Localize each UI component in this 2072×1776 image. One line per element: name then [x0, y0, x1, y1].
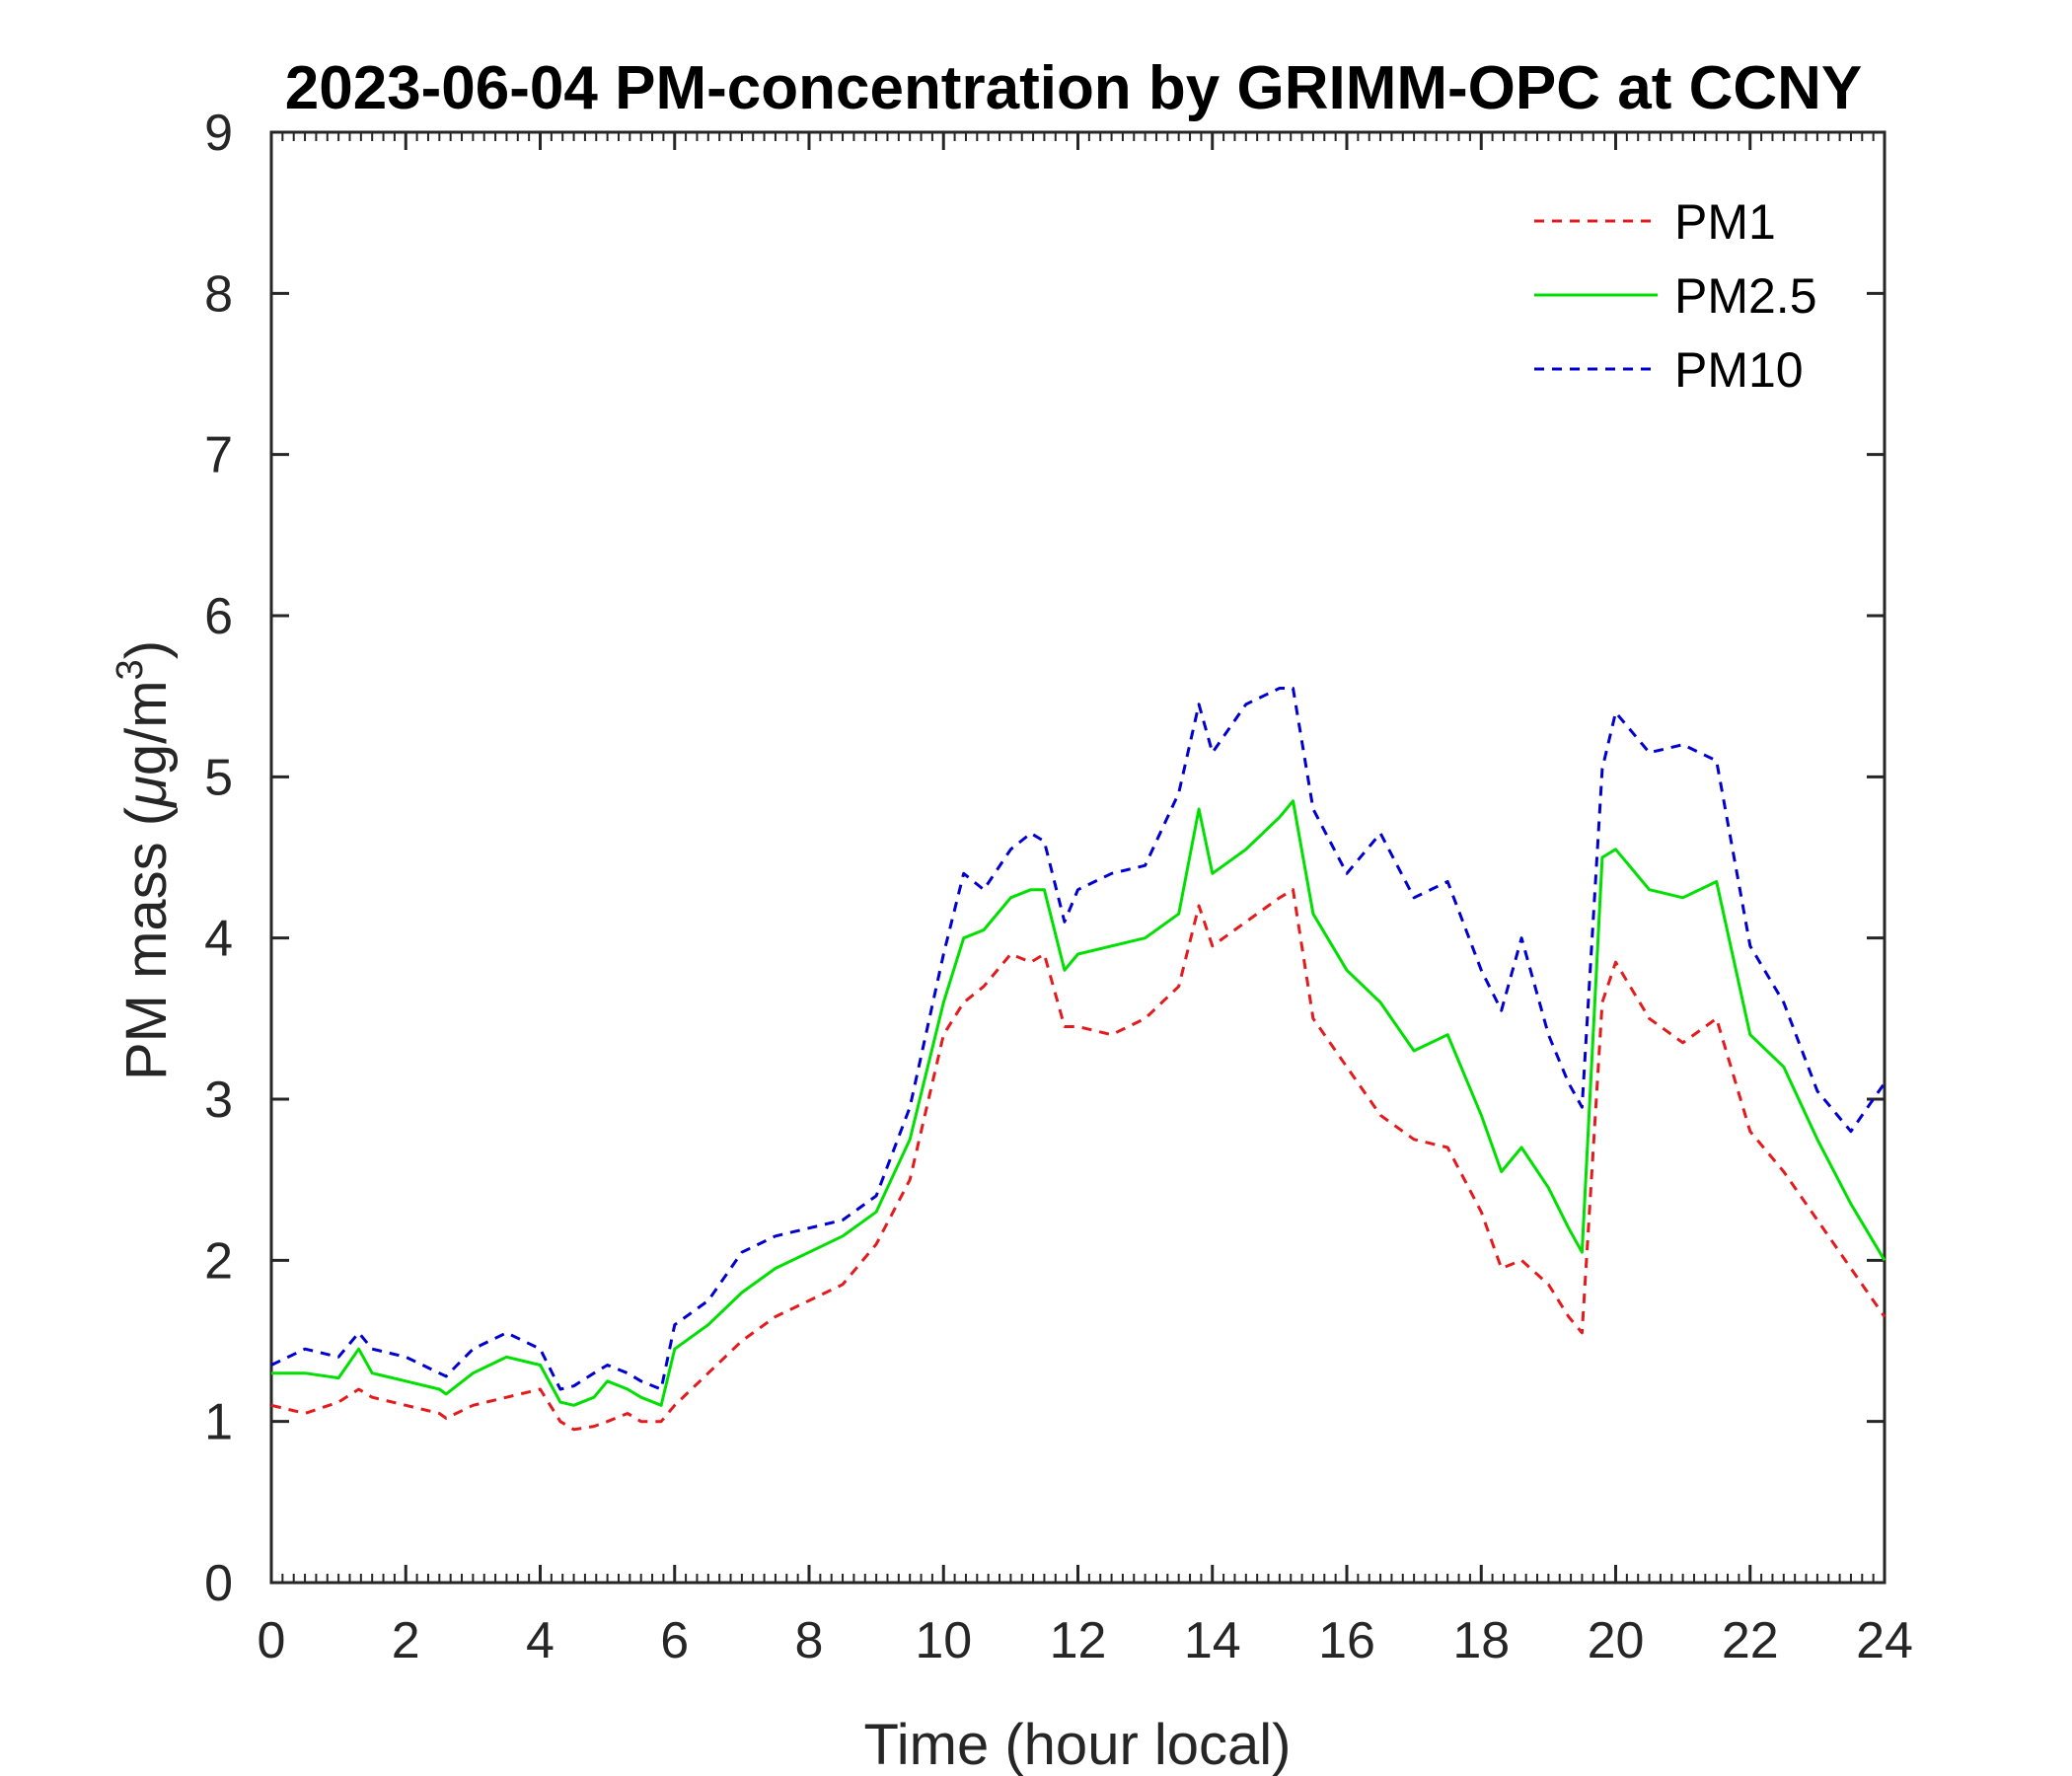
y-tick-label: 2	[204, 1232, 233, 1290]
y-tick-label: 8	[204, 265, 233, 323]
x-tick-label: 2	[392, 1612, 420, 1669]
legend: PM1 PM2.5 PM10	[1534, 194, 1817, 398]
y-tick-labels: 0 1 2 3 4 5 6 7 8 9	[204, 105, 233, 1612]
y-tick-label: 3	[204, 1072, 233, 1129]
y-tick-label: 7	[204, 427, 233, 484]
axes-box	[269, 130, 1887, 1585]
x-tick-label: 10	[915, 1612, 972, 1669]
series-layer	[270, 687, 1887, 1432]
x-tick-label: 22	[1722, 1612, 1779, 1669]
y-axis-label-close: )	[114, 640, 179, 659]
x-tick-label: 4	[526, 1612, 555, 1669]
x-tick-label: 8	[795, 1612, 824, 1669]
x-tick-label: 24	[1856, 1612, 1913, 1669]
y-tick-label: 6	[204, 588, 233, 645]
legend-label-pm10: PM10	[1674, 342, 1804, 398]
x-tick-label: 6	[660, 1612, 689, 1669]
x-tick-label: 14	[1184, 1612, 1241, 1669]
x-tick-label: 12	[1050, 1612, 1107, 1669]
y-tick-label: 0	[204, 1555, 233, 1612]
x-tick-label: 18	[1452, 1612, 1510, 1669]
x-tick-labels: 0 2 4 6 8 10 12 14 16 18 20 22 24	[258, 1612, 1913, 1669]
x-tick-label: 16	[1318, 1612, 1375, 1669]
y-axis-label-unit: g/m	[114, 680, 179, 776]
y-axis-label: PM mass (μg/m3)	[110, 640, 179, 1080]
x-tick-label: 0	[258, 1612, 286, 1669]
legend-label-pm1: PM1	[1674, 194, 1776, 250]
y-tick-label: 1	[204, 1394, 233, 1451]
major-ticks	[269, 130, 1887, 1585]
y-axis-label-main: PM mass (	[114, 807, 179, 1080]
y-tick-label: 9	[204, 105, 233, 162]
x-tick-label: 20	[1588, 1612, 1645, 1669]
series-line-pm25	[271, 799, 1887, 1407]
y-tick-label: 5	[204, 749, 233, 806]
chart-title: 2023-06-04 PM-concentration by GRIMM-OPC…	[285, 54, 1863, 122]
y-tick-label: 4	[204, 911, 233, 968]
legend-label-pm25: PM2.5	[1674, 268, 1817, 324]
x-axis-label: Time (hour local)	[864, 1713, 1292, 1776]
y-axis-label-mu: μ	[114, 776, 179, 809]
y-axis-label-exponent: 3	[110, 659, 151, 680]
minor-ticks	[281, 132, 1875, 1583]
